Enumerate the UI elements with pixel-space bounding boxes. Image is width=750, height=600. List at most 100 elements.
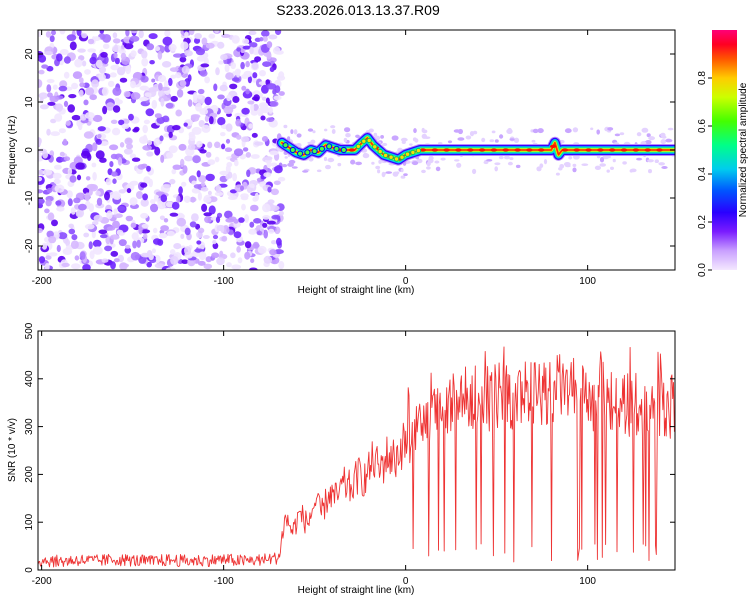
noise-blob: [165, 267, 176, 270]
noise-blob: [111, 171, 118, 177]
colorbar-tick-label: 0.6: [697, 119, 708, 133]
noise-blob: [184, 155, 194, 162]
ridge-node: [399, 154, 405, 160]
colorbar-tick-label: 0.0: [697, 263, 708, 277]
noise-blob: [137, 164, 146, 170]
noise-blob: [62, 138, 68, 146]
noise-blob: [48, 252, 58, 257]
noise-blob: [112, 38, 121, 44]
noise-blob: [278, 91, 285, 96]
noise-blob: [235, 118, 242, 127]
noise-blob: [645, 140, 652, 145]
noise-blob: [260, 104, 269, 112]
noise-blob: [162, 115, 170, 123]
noise-blob: [421, 169, 426, 174]
noise-blob: [54, 113, 63, 122]
noise-blob: [619, 132, 625, 136]
noise-blob: [391, 135, 399, 141]
noise-blob: [194, 33, 202, 40]
noise-blob: [654, 159, 659, 163]
noise-blob: [233, 231, 242, 239]
noise-blob: [202, 235, 210, 239]
noise-blob: [248, 267, 258, 270]
noise-blob: [257, 245, 267, 254]
noise-blob: [409, 143, 413, 146]
noise-blob: [98, 229, 108, 235]
noise-blob: [84, 192, 91, 202]
noise-blob: [170, 255, 179, 265]
noise-blob: [244, 241, 252, 249]
noise-blob: [246, 169, 251, 178]
noise-blob: [543, 159, 548, 165]
noise-blob: [273, 180, 281, 186]
noise-blob: [44, 208, 50, 214]
noise-blob: [247, 75, 252, 84]
noise-blob: [214, 191, 224, 196]
noise-blob: [201, 203, 208, 212]
noise-blob: [214, 141, 221, 149]
noise-blob: [97, 134, 102, 139]
noise-blob: [50, 118, 57, 124]
noise-blob: [68, 94, 77, 99]
ridge-node: [282, 142, 289, 149]
noise-blob: [283, 124, 288, 129]
noise-blob: [252, 72, 258, 79]
noise-blob: [192, 92, 198, 101]
noise-blob: [565, 164, 571, 168]
noise-blob: [254, 141, 264, 146]
noise-blob: [245, 60, 250, 68]
noise-blob: [56, 206, 65, 212]
noise-blob: [176, 217, 187, 227]
ridge-peak: [455, 148, 462, 152]
noise-blob: [184, 50, 193, 57]
ridge-node: [382, 152, 389, 159]
noise-blob: [176, 195, 181, 204]
noise-blob: [196, 140, 203, 148]
noise-blob: [465, 135, 472, 140]
figure-title: S233.2026.013.13.37.R09: [276, 2, 440, 18]
noise-blob: [219, 170, 229, 176]
noise-blob: [212, 239, 217, 245]
y-tick-label: 200: [24, 466, 35, 483]
noise-blob: [151, 248, 156, 254]
ridge-node: [415, 147, 422, 154]
noise-blob: [400, 175, 406, 179]
noise-blob: [365, 130, 373, 133]
noise-blob: [181, 181, 187, 187]
noise-blob: [269, 205, 280, 212]
noise-blob: [114, 192, 121, 200]
noise-blob: [105, 102, 115, 111]
noise-blob: [271, 214, 281, 220]
noise-blob: [290, 129, 294, 135]
noise-blob: [302, 170, 309, 173]
noise-blob: [54, 184, 65, 193]
noise-blob: [196, 240, 202, 245]
noise-blob: [248, 228, 257, 235]
noise-blob: [150, 203, 159, 213]
noise-blob: [56, 244, 61, 253]
noise-blob: [193, 37, 201, 44]
noise-blob: [142, 145, 152, 151]
noise-blob: [110, 250, 119, 257]
noise-blob: [240, 185, 244, 191]
noise-blob: [648, 136, 655, 141]
noise-blob: [636, 157, 643, 161]
noise-blob: [140, 212, 149, 219]
ridge-peak: [419, 148, 427, 152]
x-tick-label: -200: [32, 576, 52, 587]
noise-blob: [297, 133, 302, 137]
noise-blob: [221, 143, 226, 150]
noise-blob: [118, 189, 126, 194]
noise-blob: [81, 60, 87, 67]
noise-blob: [228, 229, 234, 236]
noise-blob: [661, 135, 667, 139]
noise-blob: [226, 94, 232, 102]
snr-y-ticks: 0 100 200 300 400 500: [24, 322, 675, 573]
noise-blob: [99, 157, 107, 163]
noise-blob: [152, 227, 158, 234]
noise-blob: [119, 263, 130, 268]
noise-blob: [327, 157, 335, 163]
noise-blob: [78, 123, 83, 131]
noise-blob: [660, 139, 667, 145]
noise-blob: [594, 165, 602, 170]
